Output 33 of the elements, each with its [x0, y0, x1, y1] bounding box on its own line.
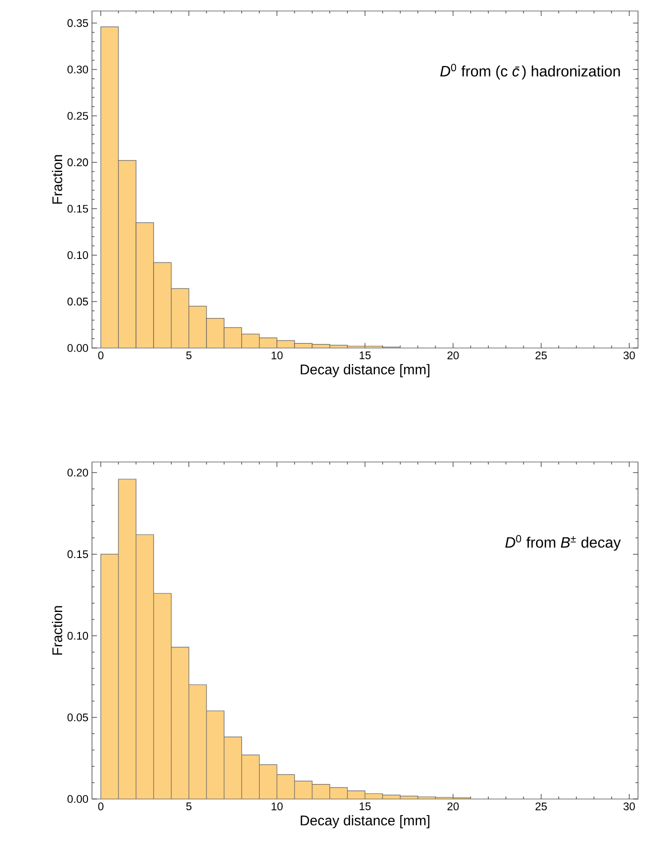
x-tick-label: 5 — [186, 352, 192, 360]
x-tick-label: 30 — [624, 352, 635, 360]
y-tick-label: 0.05 — [68, 714, 88, 722]
x-tick-label: 25 — [536, 802, 547, 810]
annotation: D$^{0}$ from B$^{±}$ decay — [505, 535, 621, 551]
y-tick-label: 0.05 — [68, 298, 88, 306]
x-tick-label: 10 — [272, 802, 283, 810]
x-tick-label: 15 — [360, 802, 371, 810]
y-tick-label: 0.25 — [68, 112, 88, 120]
x-axis-title: Decay distance [mm] — [300, 815, 430, 828]
y-axis-title: Fraction — [52, 606, 62, 655]
y-tick-label: 0.20 — [68, 468, 88, 476]
x-tick-label: 10 — [272, 352, 283, 360]
y-tick-label: 0.00 — [68, 344, 88, 352]
x-tick-label: 0 — [98, 352, 104, 360]
x-tick-label: 30 — [624, 802, 635, 810]
annotation: D$^{0}$ from (c c̄) hadronization — [440, 64, 620, 80]
x-tick-label: 25 — [536, 352, 547, 360]
y-tick-label: 0.30 — [68, 66, 88, 74]
x-tick-label: 0 — [98, 802, 104, 810]
y-tick-label: 0.15 — [68, 204, 88, 213]
x-axis-title: Decay distance [mm] — [300, 364, 430, 378]
y-tick-label: 0.35 — [68, 19, 88, 27]
x-tick-label: 20 — [447, 352, 459, 360]
y-tick-label: 0.10 — [68, 251, 88, 260]
y-tick-label: 0.15 — [68, 550, 88, 558]
y-axis-title: Fraction — [52, 155, 62, 204]
x-tick-label: 5 — [186, 802, 192, 810]
x-tick-label: 15 — [360, 352, 371, 360]
y-tick-label: 0.00 — [68, 795, 88, 803]
y-tick-label: 0.20 — [68, 158, 88, 166]
x-tick-label: 20 — [447, 802, 459, 810]
y-tick-label: 0.10 — [68, 632, 88, 640]
